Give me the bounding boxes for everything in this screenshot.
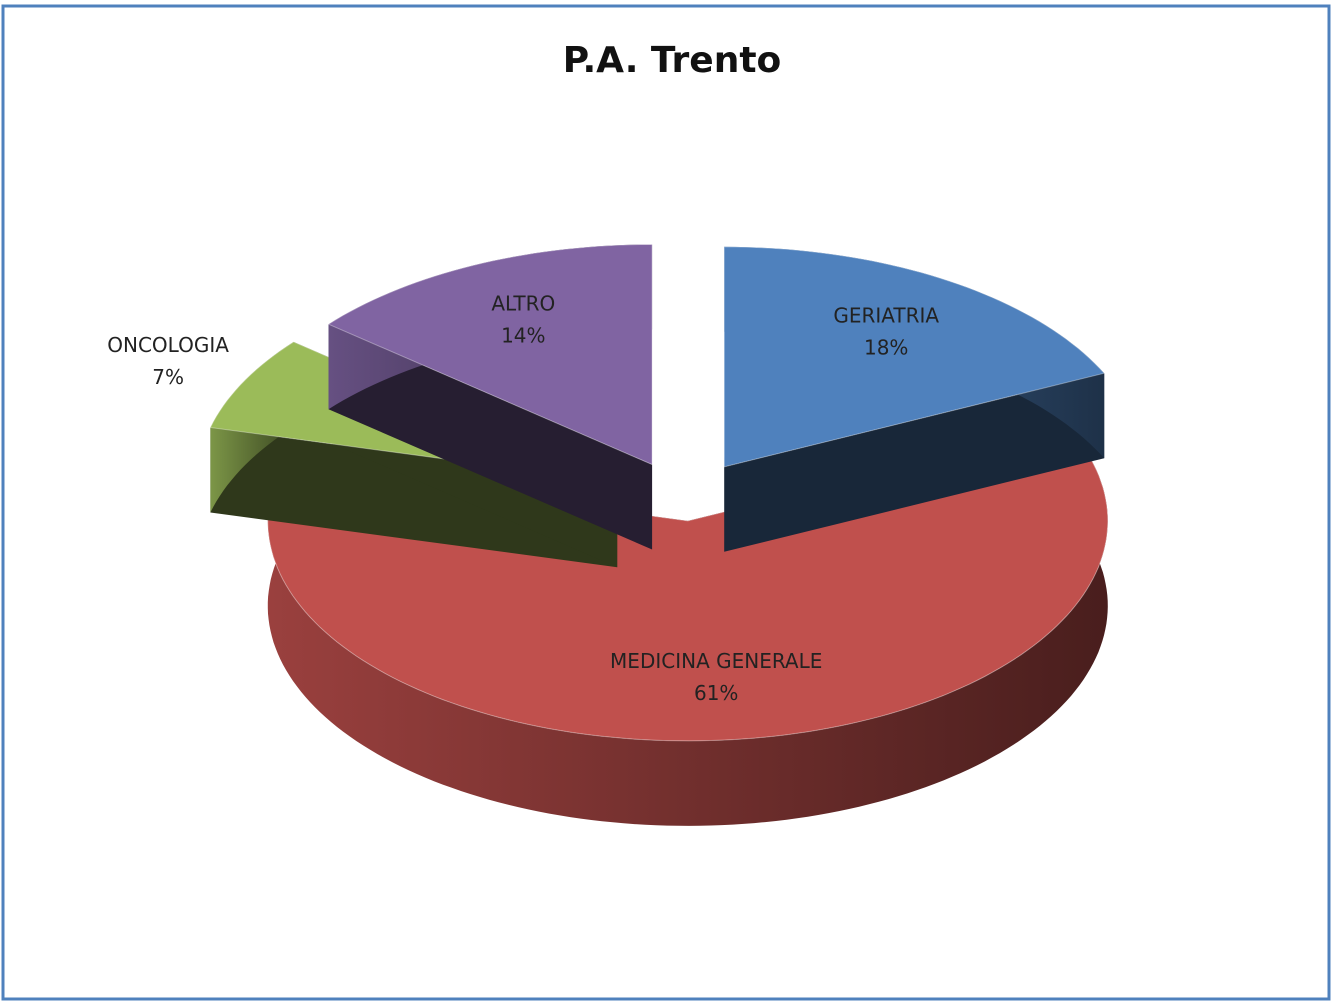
slice-label: ONCOLOGIA xyxy=(107,333,229,357)
slice-side xyxy=(724,373,1105,552)
chart-title: P.A. Trento xyxy=(563,40,782,81)
slice-side xyxy=(328,324,653,550)
slice-side xyxy=(210,427,618,568)
slice xyxy=(327,244,653,466)
value-label: 7% xyxy=(152,365,184,389)
slice-label: GERIATRIA xyxy=(833,304,939,328)
slice xyxy=(723,246,1106,468)
value-label: 18% xyxy=(864,336,908,360)
value-label: 14% xyxy=(501,324,545,348)
slice-label: ALTRO xyxy=(491,292,555,316)
value-label: 61% xyxy=(694,681,738,705)
slice-wall xyxy=(267,427,1108,826)
chart-border xyxy=(1,4,1331,1001)
slice-label: MEDICINA GENERALE xyxy=(610,649,822,673)
